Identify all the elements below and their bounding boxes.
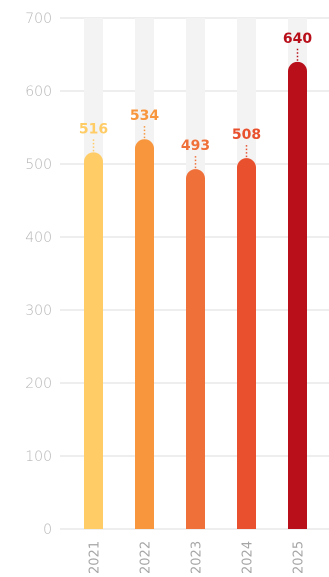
data-labels: 516 534 493 508 640 [79, 31, 312, 154]
y-tick-label-0: 0 [43, 522, 52, 538]
bar-2024 [237, 158, 256, 529]
label-leaders [92, 47, 299, 169]
bar-2021 [84, 152, 103, 529]
x-axis: 2021 2022 2023 2024 2025 [88, 541, 307, 574]
x-tick-label-2025: 2025 [292, 541, 307, 574]
bars [84, 61, 307, 530]
y-axis: 0 100 200 300 400 500 600 700 [25, 11, 52, 538]
bar-2023 [186, 169, 205, 530]
data-label-2021: 516 [79, 121, 108, 137]
y-tick-label-200: 200 [25, 376, 52, 392]
bar-2025 [288, 61, 307, 530]
y-tick-label-100: 100 [25, 449, 52, 465]
bar-2022 [135, 139, 154, 529]
data-label-2022: 534 [130, 108, 159, 124]
data-label-2024: 508 [232, 127, 261, 143]
y-tick-label-600: 600 [25, 84, 52, 100]
y-tick-label-700: 700 [25, 11, 52, 27]
y-tick-label-300: 300 [25, 303, 52, 319]
x-tick-label-2021: 2021 [88, 541, 103, 574]
y-tick-label-400: 400 [25, 230, 52, 246]
x-tick-label-2024: 2024 [241, 541, 256, 574]
data-label-2025: 640 [283, 31, 312, 47]
y-tick-label-500: 500 [25, 157, 52, 173]
x-tick-label-2022: 2022 [139, 541, 154, 574]
x-tick-label-2023: 2023 [190, 541, 205, 574]
data-label-2023: 493 [181, 138, 210, 154]
